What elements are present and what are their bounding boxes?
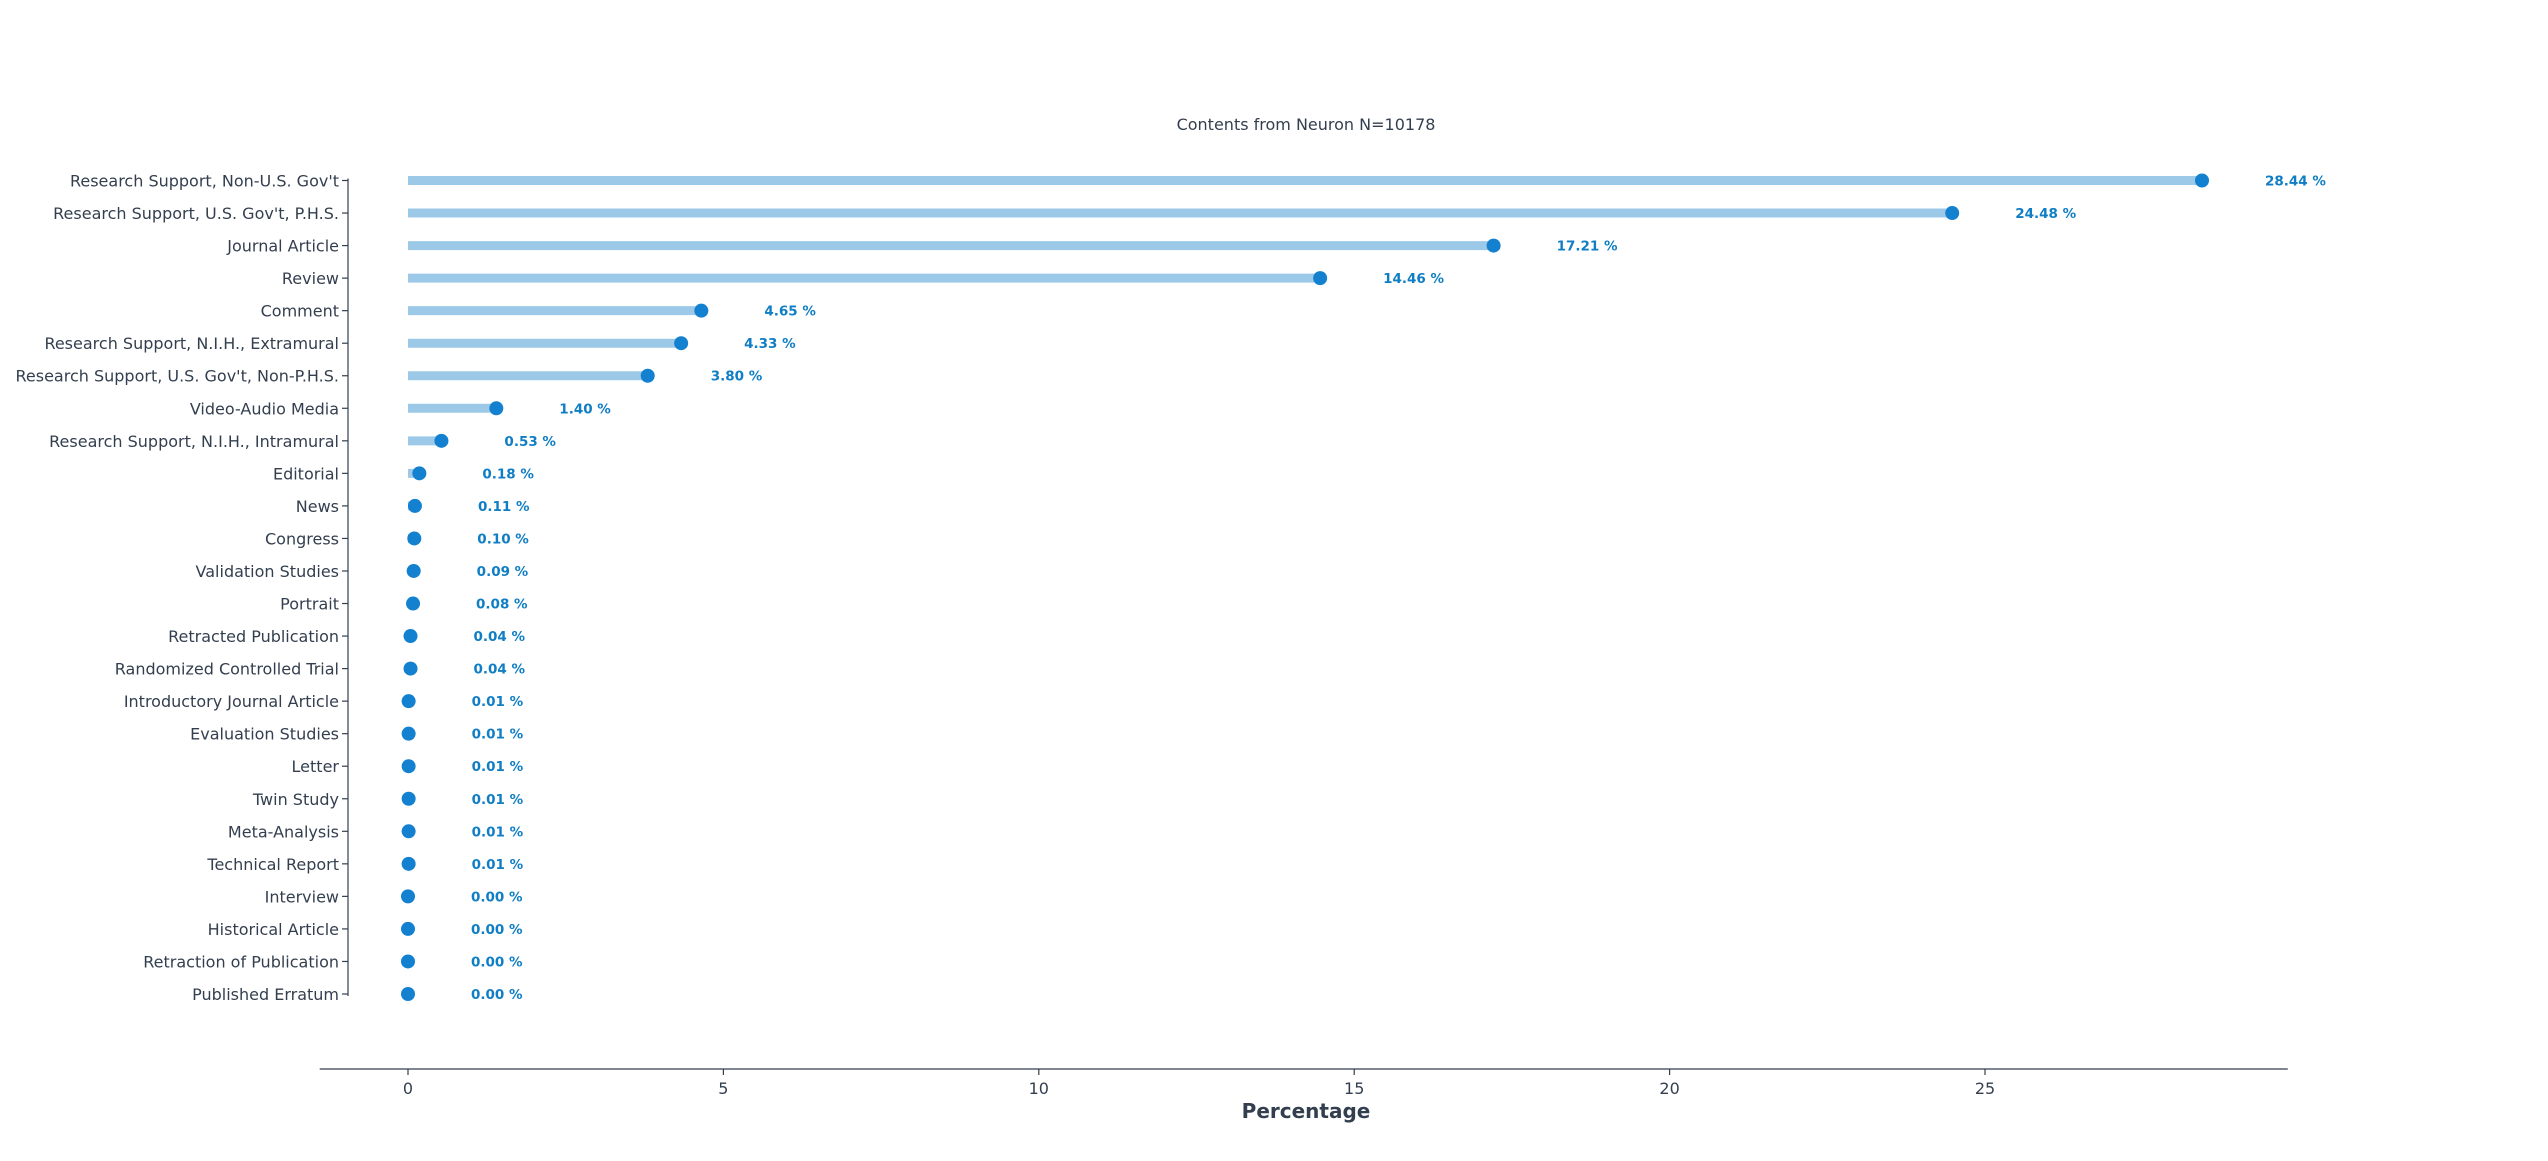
chart-title: Contents from Neuron N=10178 — [1177, 115, 1436, 134]
dot-15 — [403, 661, 418, 676]
value-label-5: 4.33 % — [744, 336, 796, 352]
value-label-2: 17.21 % — [1557, 239, 1618, 255]
value-label-0: 28.44 % — [2265, 174, 2326, 190]
dot-18 — [401, 759, 416, 774]
dot-6 — [640, 368, 655, 383]
x-tick-label-4: 20 — [1659, 1079, 1679, 1098]
category-label-22: Interview — [265, 887, 339, 906]
value-label-9: 0.18 % — [482, 466, 534, 482]
category-label-21: Technical Report — [206, 855, 339, 874]
dots-group — [401, 173, 2209, 1001]
dot-7 — [489, 401, 504, 416]
value-label-3: 14.46 % — [1383, 271, 1444, 287]
x-tick-label-0: 0 — [403, 1079, 413, 1098]
category-label-8: Research Support, N.I.H., Intramural — [49, 432, 339, 451]
dot-4 — [694, 303, 709, 318]
category-label-24: Retraction of Publication — [143, 952, 339, 971]
category-label-25: Published Erratum — [192, 985, 339, 1004]
value-label-20: 0.01 % — [472, 824, 524, 840]
y-axis: Research Support, Non-U.S. Gov't Research… — [15, 172, 349, 1004]
value-label-15: 0.04 % — [474, 662, 526, 678]
dot-2 — [1486, 238, 1501, 253]
value-label-14: 0.04 % — [474, 629, 526, 645]
category-label-9: Editorial — [273, 464, 339, 483]
category-label-19: Twin Study — [252, 790, 339, 809]
dot-8 — [434, 433, 449, 448]
value-label-7: 1.40 % — [559, 401, 611, 417]
category-label-16: Introductory Journal Article — [124, 692, 339, 711]
category-label-2: Journal Article — [226, 237, 339, 256]
value-label-23: 0.00 % — [471, 922, 523, 938]
dot-24 — [401, 954, 415, 969]
dot-1 — [1945, 206, 1960, 221]
category-label-1: Research Support, U.S. Gov't, P.H.S. — [53, 204, 339, 223]
value-label-1: 24.48 % — [2015, 206, 2076, 222]
value-label-16: 0.01 % — [472, 694, 524, 710]
dot-14 — [403, 629, 418, 644]
dot-22 — [401, 889, 415, 904]
category-label-17: Evaluation Studies — [190, 725, 339, 744]
x-tick-label-3: 15 — [1344, 1079, 1364, 1098]
category-label-13: Portrait — [280, 595, 339, 614]
dot-16 — [401, 694, 416, 709]
category-label-14: Retracted Publication — [168, 627, 339, 646]
x-tick-label-2: 10 — [1029, 1079, 1049, 1098]
stems-group — [408, 176, 2202, 869]
dot-11 — [407, 531, 422, 546]
category-label-23: Historical Article — [208, 920, 339, 939]
value-label-19: 0.01 % — [472, 792, 524, 808]
value-label-11: 0.10 % — [477, 531, 529, 547]
value-label-18: 0.01 % — [472, 759, 524, 775]
dot-23 — [401, 921, 415, 936]
dot-19 — [401, 791, 416, 806]
category-label-10: News — [296, 497, 339, 516]
dot-10 — [407, 498, 422, 513]
dot-9 — [412, 466, 427, 481]
value-label-10: 0.11 % — [478, 499, 530, 515]
value-label-6: 3.80 % — [711, 369, 763, 385]
category-label-7: Video-Audio Media — [190, 399, 339, 418]
value-label-4: 4.65 % — [764, 304, 816, 320]
category-label-11: Congress — [265, 529, 339, 548]
x-axis-label: Percentage — [1242, 1099, 1371, 1123]
category-label-3: Review — [282, 269, 339, 288]
dot-13 — [406, 596, 421, 611]
value-label-12: 0.09 % — [477, 564, 529, 580]
dot-20 — [401, 824, 416, 839]
category-label-18: Letter — [292, 757, 340, 776]
dot-0 — [2194, 173, 2209, 188]
value-label-21: 0.01 % — [472, 857, 524, 873]
category-label-0: Research Support, Non-U.S. Gov't — [70, 172, 339, 191]
category-label-20: Meta-Analysis — [228, 822, 339, 841]
value-label-25: 0.00 % — [471, 987, 523, 1003]
value-labels-group: 28.44 % 24.48 % 17.21 % 14.46 % 4.65 % 4.33 %… — [471, 174, 2326, 1004]
category-label-4: Comment — [261, 302, 339, 321]
category-label-6: Research Support, U.S. Gov't, Non-P.H.S. — [15, 367, 339, 386]
dot-12 — [406, 563, 421, 578]
value-label-8: 0.53 % — [504, 434, 556, 450]
category-label-12: Validation Studies — [196, 562, 339, 581]
dot-21 — [401, 856, 416, 871]
category-label-15: Randomized Controlled Trial — [115, 660, 339, 679]
dot-17 — [401, 726, 416, 741]
x-tick-label-1: 5 — [718, 1079, 728, 1098]
value-label-17: 0.01 % — [472, 727, 524, 743]
category-label-5: Research Support, N.I.H., Extramural — [44, 334, 339, 353]
x-axis: 0 5 10 15 20 25 — [319, 1068, 2288, 1098]
dot-5 — [674, 336, 689, 351]
value-label-13: 0.08 % — [476, 597, 528, 613]
x-tick-label-5: 25 — [1975, 1079, 1995, 1098]
dot-3 — [1313, 271, 1328, 286]
dot-25 — [401, 987, 415, 1001]
value-label-22: 0.00 % — [471, 889, 523, 905]
value-label-24: 0.00 % — [471, 954, 523, 970]
